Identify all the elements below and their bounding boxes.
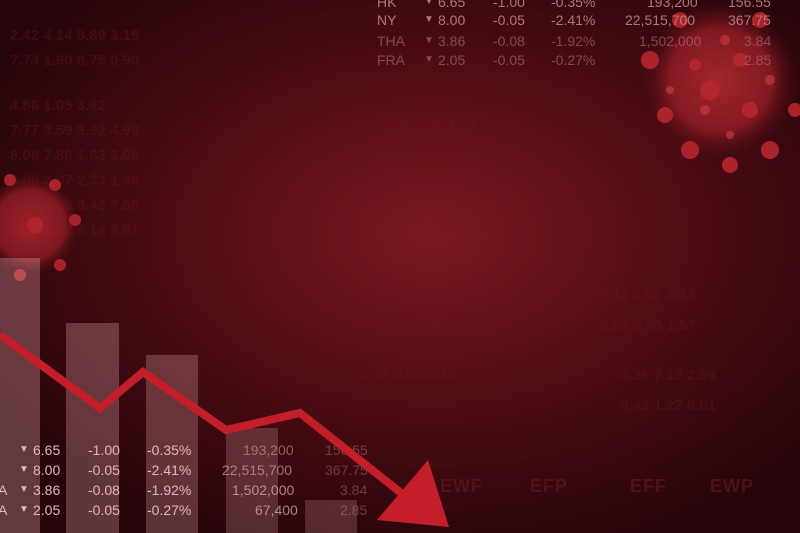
trend-line [0, 335, 405, 496]
arrowhead-icon [377, 460, 449, 527]
